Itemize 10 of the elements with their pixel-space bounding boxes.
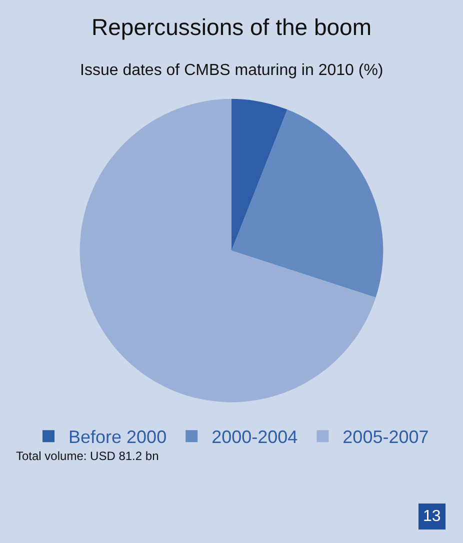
text: 13 [423, 508, 441, 525]
legend-label: Before 2000 [68, 427, 167, 448]
chart-subtitle: Issue dates of CMBS maturing in 2010 (%) [80, 62, 384, 79]
pie-slice [232, 110, 383, 298]
legend-label: 2005-2007 [342, 427, 429, 448]
legend-label: 2000-2004 [212, 427, 298, 448]
text: Total volume: USD 81.2 bn [16, 449, 159, 463]
pie-slice [80, 98, 376, 402]
chart-title: Repercussions of the boom [92, 14, 372, 40]
pie-slice [232, 98, 288, 251]
